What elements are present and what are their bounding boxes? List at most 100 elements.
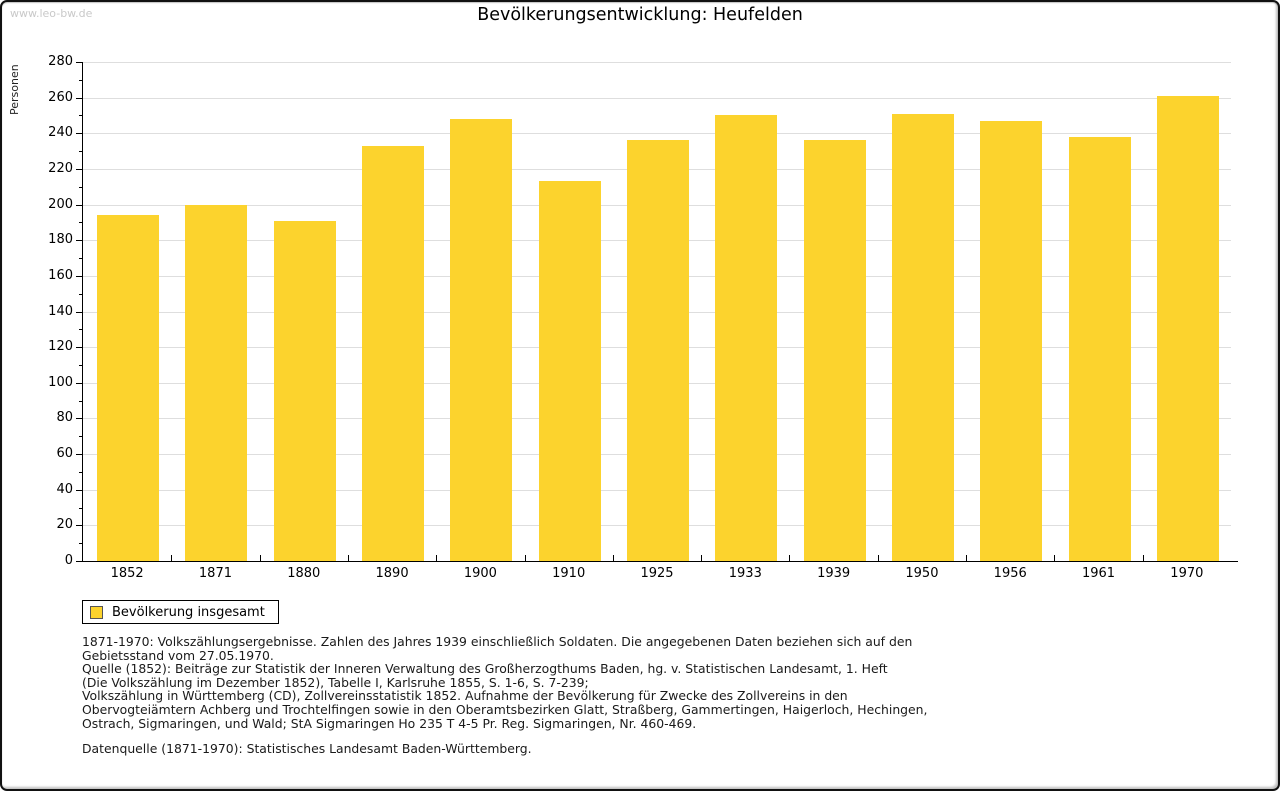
x-axis-tick [701,555,703,561]
x-tick-label: 1925 [640,566,674,581]
y-tick-label: 280 [48,54,73,69]
x-tick-label: 1890 [375,566,409,581]
y-axis-label: Personen [8,64,21,115]
y-axis-major-tick [76,418,83,420]
gridline [83,133,1231,135]
y-axis-minor-tick [79,151,83,153]
x-tick-label: 1950 [905,566,939,581]
data-source-note: Datenquelle (1871-1970): Statistisches L… [82,741,532,756]
y-axis-major-tick [76,311,83,313]
bar-1890 [362,145,425,561]
y-tick-label: 140 [48,303,73,319]
y-axis-minor-tick [79,79,83,81]
y-tick-label: 80 [56,410,73,426]
x-tick-label: 1910 [552,566,586,581]
footnote-line: Ostrach, Sigmaringen, und Wald; StA Sigm… [82,715,697,731]
y-axis-major-tick [76,204,83,206]
bar-1852 [97,215,160,561]
y-axis-minor-tick [79,400,83,402]
footnote: 1871-1970: Volkszählungsergebnisse. Zahl… [82,635,927,730]
y-axis-major-tick [76,240,83,242]
x-axis-tick [524,555,526,561]
y-axis-major-tick [76,525,83,527]
y-tick-label: 240 [48,125,73,141]
y-axis-minor-tick [79,543,83,545]
x-axis-tick [612,555,614,561]
x-tick-label: 1933 [728,566,762,581]
bar-1961 [1068,136,1131,561]
y-axis-major-tick [76,168,83,170]
y-axis-minor-tick [79,471,83,473]
y-axis-minor-tick [79,222,83,224]
bar-1880 [273,220,336,561]
y-tick-label: 200 [48,196,73,212]
bar-1939 [803,140,866,561]
x-tick-label: 1900 [463,566,497,581]
x-axis-tick [436,555,438,561]
x-axis-tick [789,555,791,561]
bar-1970 [1156,95,1219,561]
y-tick-label: 180 [48,232,73,248]
y-axis-minor-tick [79,329,83,331]
y-axis-major-tick [76,347,83,349]
bar-1900 [450,119,513,561]
y-axis-line [82,62,83,562]
x-axis-tick [171,555,173,561]
y-axis-major-tick [76,454,83,456]
y-axis-major-tick [76,561,83,562]
y-tick-label: 100 [48,374,73,390]
bar-1956 [980,120,1043,561]
y-axis-major-tick [76,489,83,491]
y-axis-major-tick [76,62,83,63]
footnote-line: Obervogteiämtern Achberg und Trochtelfin… [82,701,928,717]
y-tick-label: 220 [48,160,73,176]
x-tick-label: 1871 [198,566,232,581]
y-axis-minor-tick [79,507,83,509]
y-tick-label: 0 [64,553,73,568]
y-axis-minor-tick [79,258,83,260]
bar-1925 [627,140,689,561]
x-tick-label: 1852 [110,566,144,581]
bar-1871 [185,204,248,561]
x-tick-label: 1880 [287,566,321,581]
x-axis-tick [1142,555,1144,561]
x-tick-label: 1970 [1170,566,1204,581]
y-tick-label: 260 [48,89,73,105]
footnote-line: Quelle (1852): Beiträge zur Statistik de… [82,661,888,677]
y-tick-label: 160 [48,267,73,283]
y-axis-minor-tick [79,436,83,438]
bar-1950 [891,113,954,561]
x-axis-tick [966,555,968,561]
x-tick-label: 1956 [993,566,1027,581]
y-axis-minor-tick [79,186,83,188]
x-axis-tick [1054,555,1056,561]
y-tick-label: 120 [48,339,73,355]
bar-1910 [538,181,601,561]
footnote-line: Gebietsstand vom 27.05.1970. [82,647,274,663]
gridline [83,62,1231,63]
chart-title: Bevölkerungsentwicklung: Heufelden [477,5,803,25]
x-axis-tick [877,555,879,561]
y-tick-label: 20 [56,517,73,533]
y-axis-major-tick [76,382,83,384]
x-axis-tick [259,555,261,561]
x-axis-tick [347,555,349,561]
y-axis-minor-tick [79,115,83,117]
x-axis-line [82,561,1238,562]
watermark: www.leo-bw.de [10,7,93,20]
x-tick-label: 1961 [1081,566,1116,581]
y-axis-major-tick [76,275,83,277]
gridline [83,97,1231,99]
footnote-line: Volkszählung in Württemberg (CD), Zollve… [82,688,848,704]
y-axis-major-tick [76,97,83,99]
footnote-line: (Die Volkszählung im Dezember 1852), Tab… [82,674,589,690]
bar-1933 [715,115,778,561]
legend-label: Bevölkerung insgesamt [112,604,265,620]
y-axis-minor-tick [79,293,83,295]
y-tick-label: 40 [56,481,73,497]
footnote-line: 1871-1970: Volkszählungsergebnisse. Zahl… [82,634,913,649]
legend: Bevölkerung insgesamt [82,600,279,624]
legend-swatch [90,605,103,619]
y-tick-label: 60 [56,446,73,462]
